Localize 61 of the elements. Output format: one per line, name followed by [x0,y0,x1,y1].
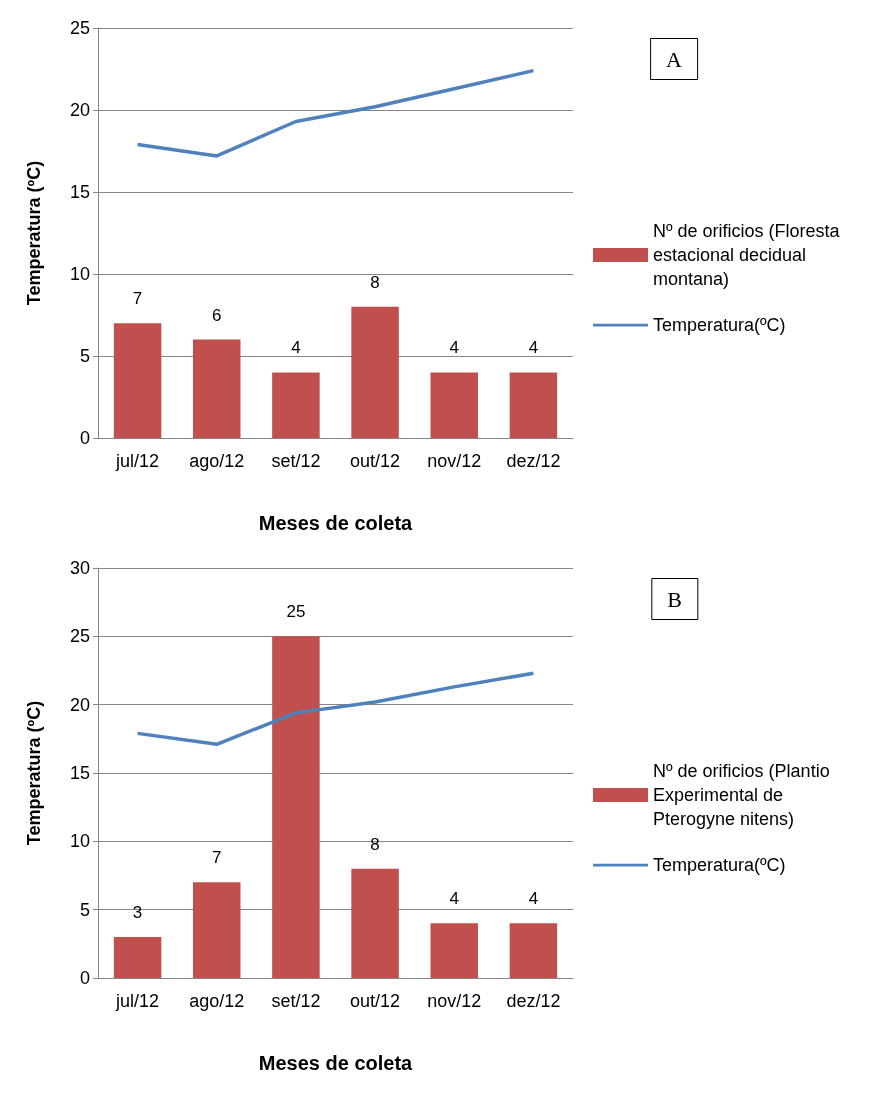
x-tick-label: out/12 [350,991,401,1011]
y-tick-label: 10 [69,831,90,852]
y-tick-label: 30 [69,558,90,578]
legend-label: Nº de orificios (Plantio Experimental de Pterogyne nitens) [653,761,835,829]
bar [193,882,241,978]
x-axis-title: Meses de coleta [258,512,414,534]
x-tick-label: out/12 [350,451,401,471]
y-tick-label: 25 [69,18,90,38]
x-tick-label: nov/12 [427,991,482,1011]
bar [351,306,399,438]
y-axis-title: Temperatura (ºC) [24,700,44,846]
data-label: 4 [291,338,301,358]
data-label: 25 [286,602,306,622]
legend-label: Temperatura(ºC) [653,855,786,875]
x-axis-title: Meses de coleta [258,1052,414,1074]
x-tick-label: jul/12 [115,991,160,1011]
x-tick-label: set/12 [271,991,321,1011]
y-tick-label: 0 [79,428,90,448]
text: B [667,586,683,612]
y-axis-title: Temperatura (ºC) [24,160,44,306]
legend-label: Nº de orificios (Floresta estacional decidual montana) [653,221,845,289]
data-label: 8 [370,272,380,292]
x-tick-label: dez/12 [506,451,561,471]
bar [193,339,241,438]
bar [430,923,478,978]
x-tick-label: jul/12 [115,451,160,471]
bar [113,323,162,438]
y-tick-label: 0 [79,968,90,988]
bar [113,937,162,978]
line-series [135,671,536,747]
x-tick-label: ago/12 [189,991,245,1011]
data-label: 4 [528,889,539,909]
bar [509,372,558,438]
data-label: 4 [449,889,459,909]
data-label: 8 [370,834,380,854]
x-tick-label: nov/12 [427,451,482,471]
y-tick-label: 20 [69,100,90,120]
y-tick-label: 5 [79,899,90,920]
y-tick-label: 15 [69,763,90,783]
data-label: 6 [212,305,222,325]
y-tick-label: 10 [69,264,90,284]
data-label: 3 [132,903,143,922]
bar [351,868,399,978]
x-tick-label: set/12 [271,451,321,471]
data-label: 4 [528,338,539,358]
x-tick-label: ago/12 [189,451,245,471]
data-label: 4 [449,338,459,358]
bar [430,372,478,438]
text: A [666,46,683,72]
bar [272,372,320,438]
x-tick-label: dez/12 [506,991,561,1011]
bar [272,636,320,978]
y-tick-label: 15 [69,182,90,202]
bar [509,923,558,978]
data-label: 7 [132,289,143,309]
legend-label: Temperatura(ºC) [653,315,786,335]
y-tick-label: 25 [69,626,90,647]
data-label: 7 [212,848,222,868]
y-tick-label: 20 [69,694,90,715]
y-tick-label: 5 [79,346,90,366]
line-series [135,68,536,158]
